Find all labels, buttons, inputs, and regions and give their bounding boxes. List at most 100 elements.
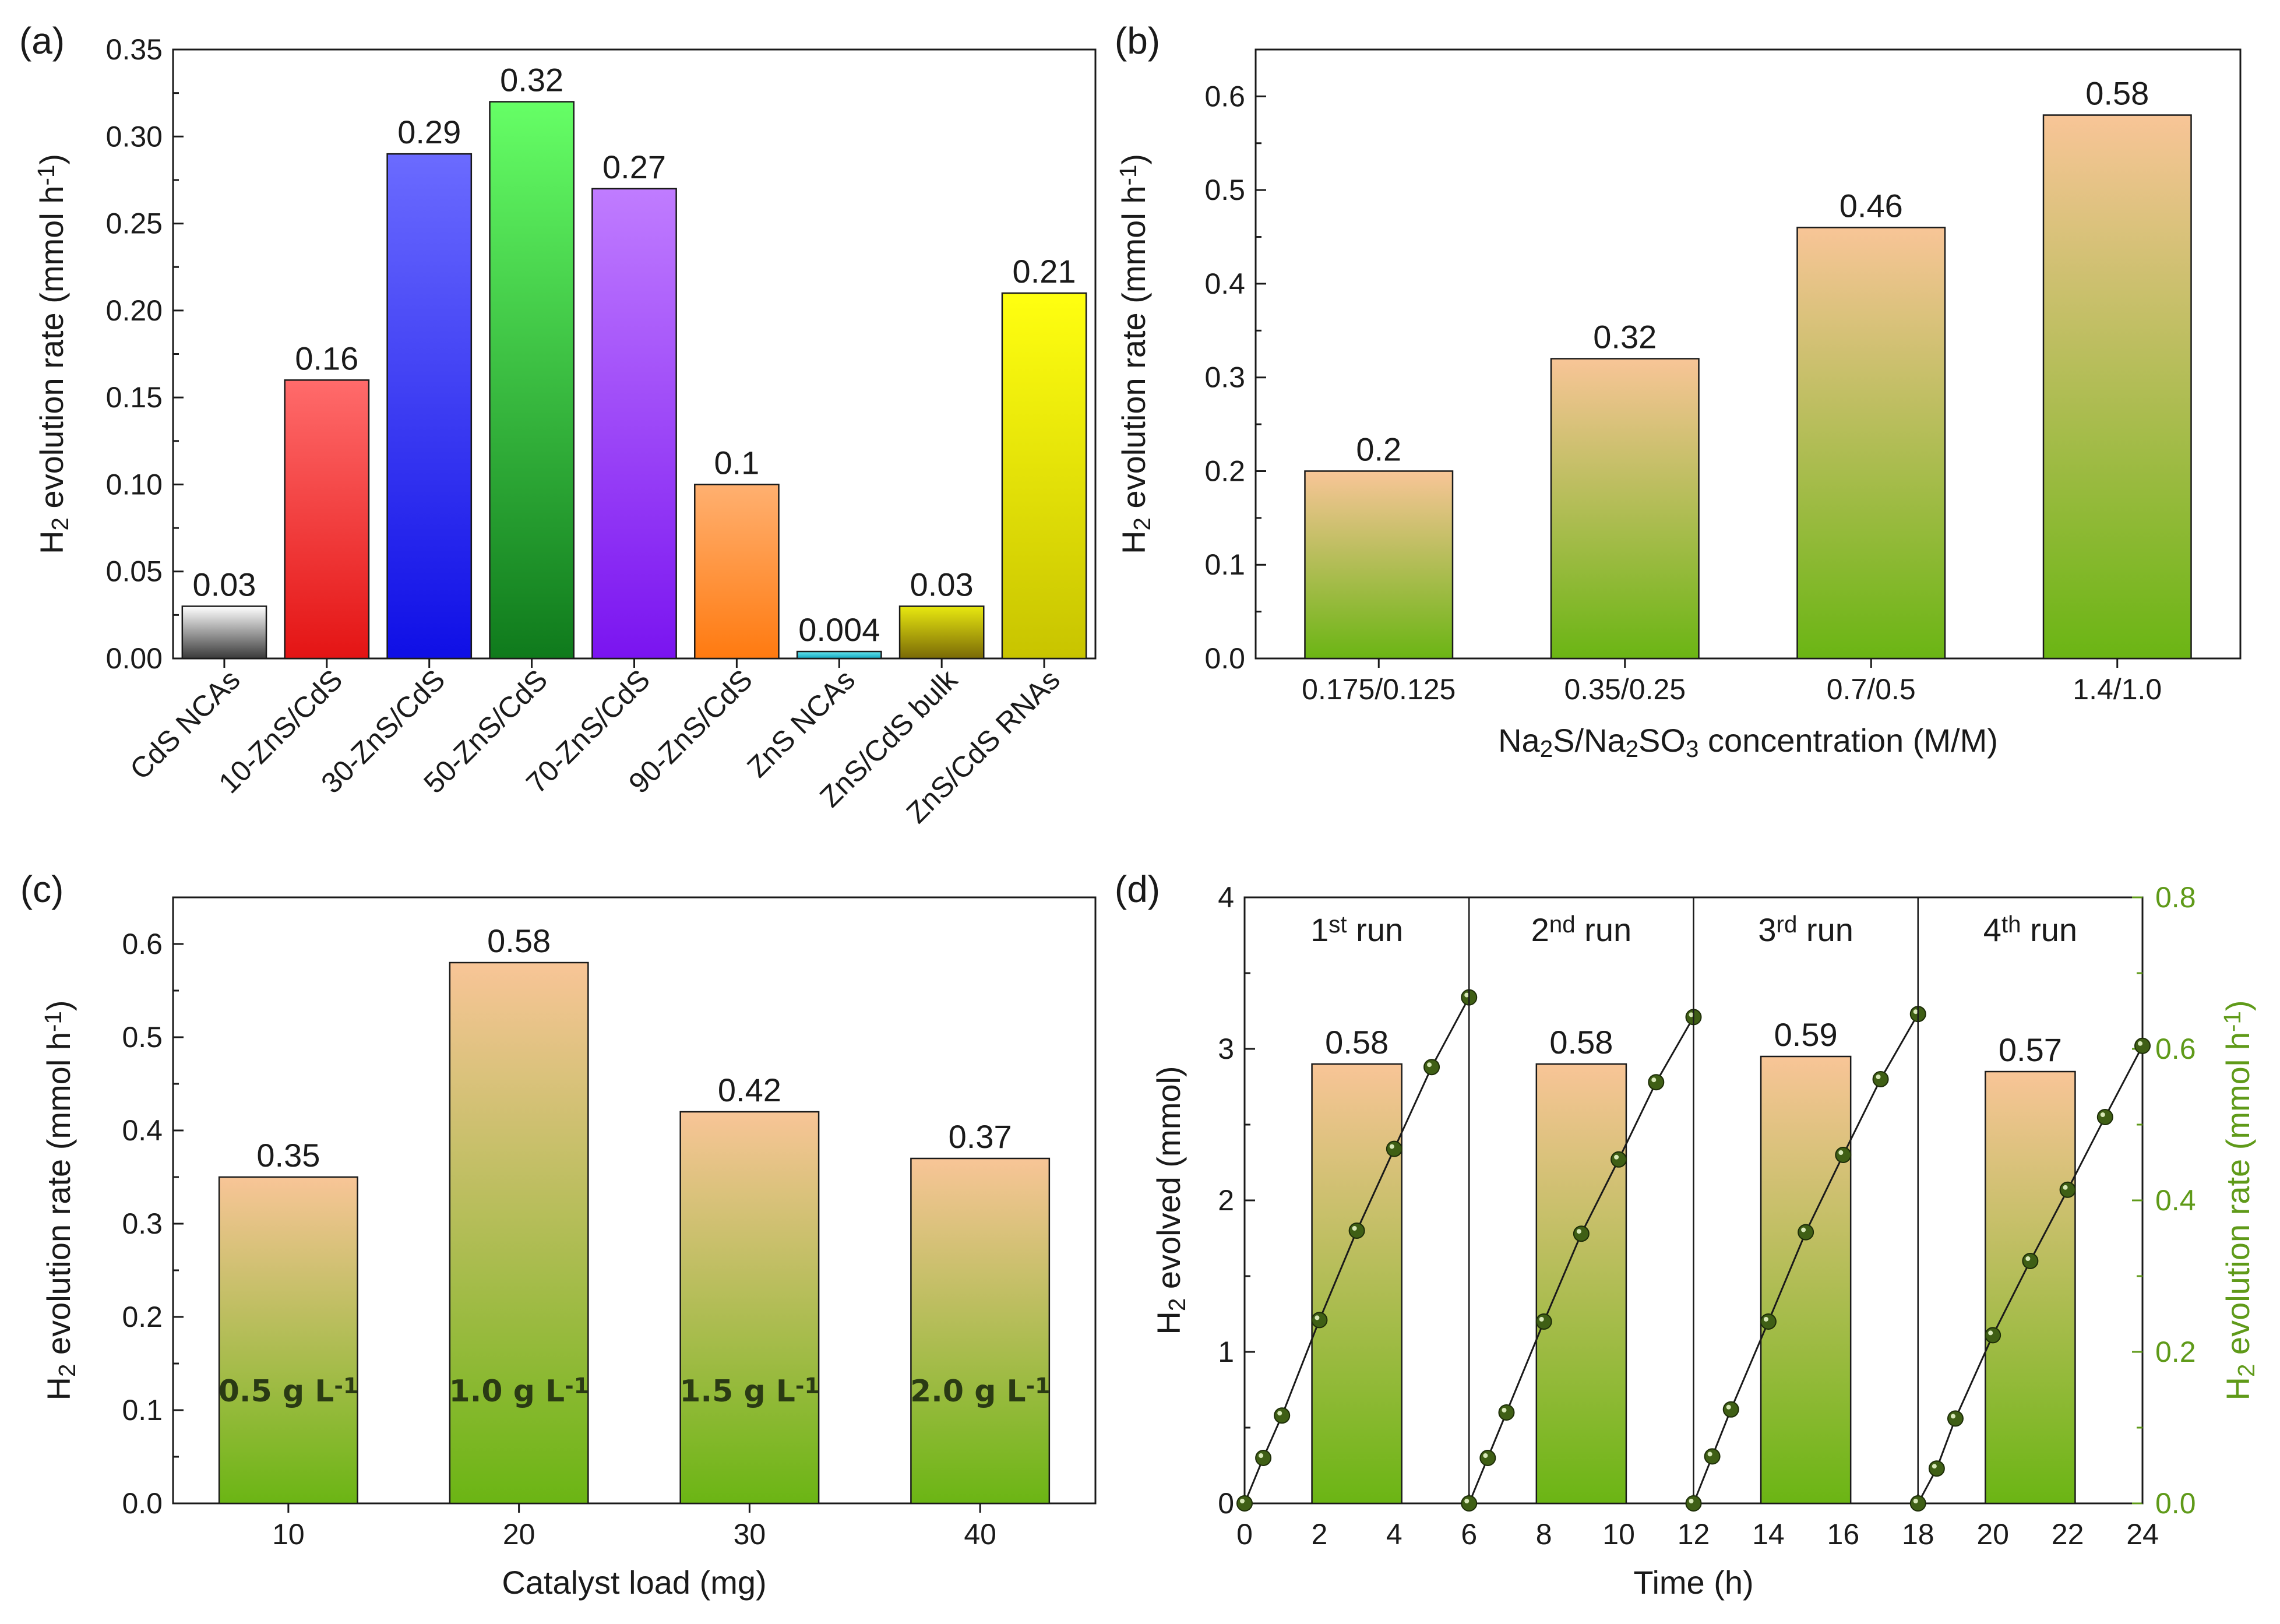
panel-b: (b) 0.0 0.1 0.2 0.3 0.4 0.5 0.6 H2 evolution rat… [1115,20,2242,762]
y-tick-label: 0.4 [1204,267,1245,300]
y-tick-label: 0.35 [106,33,163,66]
data-point [1479,1450,1496,1466]
y-tick-label: 0.6 [1204,80,1245,112]
bar-ZnS-CdS-bulk [898,605,985,660]
data-point-highlight [1726,1404,1731,1410]
data-label: 0.27 [602,149,666,185]
x-tick-label: 10 [1602,1518,1635,1551]
data-point-highlight [1483,1453,1488,1458]
y-tick-label: 0.4 [122,1114,163,1147]
bar-1-4-1-0 [2042,114,2192,660]
y-tick-label: 0.2 [122,1301,163,1333]
x-tick-label: 0 [1236,1518,1253,1551]
panel-label-b: (b) [1115,20,1160,62]
data-point [1760,1313,1777,1330]
run-title: 1st run [1310,911,1403,948]
rate-bar [1760,1055,1852,1505]
y-tick-label: 0.00 [106,642,163,675]
rate-bar [1311,1063,1402,1505]
bar-ZnS-CdS-RNAs [1001,292,1087,660]
rate-data-label: 0.59 [1774,1016,1838,1053]
y-axis-title-right-d: H2 evolution rate (mmol h-1) [2219,1001,2260,1401]
panel-label-c: (c) [20,868,64,910]
x-tick-label: 30 [734,1518,766,1551]
data-point [1348,1223,1365,1239]
data-point-highlight [1464,992,1470,998]
y-tick-label: 0.25 [106,207,163,240]
data-point-highlight [1259,1453,1264,1458]
data-point-highlight [1352,1226,1357,1231]
x-axis-title-d: Time (h) [1633,1564,1753,1601]
data-point-highlight [2025,1256,2031,1261]
data-point-highlight [1389,1144,1394,1149]
data-point-highlight [1614,1154,1619,1160]
y-tick-label: 0.1 [122,1394,163,1426]
data-point-highlight [1240,1499,1245,1503]
x-tick-label: 2 [1312,1518,1328,1551]
bar-0-35-0-25 [1550,358,1700,660]
data-point [2022,1253,2039,1269]
data-point [1311,1312,1328,1329]
evolved-line [1468,1016,1694,1504]
bar-annotation: 2.0 g L-1 [910,1373,1050,1409]
data-point-highlight [2063,1185,2068,1190]
panel-label-d: (d) [1115,868,1160,910]
plot-frame-c [172,896,1097,1505]
data-point [1236,1495,1253,1512]
evolved-line [1693,1013,1919,1504]
x-tick-label: 40 [964,1518,996,1551]
data-label: 0.004 [798,611,880,648]
y-tick-label: 0.4 [2155,1184,2196,1217]
y-axis-title-b: H2 evolution rate (mmol h-1) [1115,154,1155,554]
y-axis-title-left-d: H2 evolved (mmol) [1150,1066,1190,1334]
y-tick-label: 0.2 [1204,455,1245,487]
data-point-highlight [1801,1227,1806,1232]
data-point [1722,1401,1739,1418]
data-label: 0.03 [192,566,256,603]
data-point [1648,1074,1665,1091]
data-label: 0.32 [1593,319,1657,355]
data-point-highlight [1576,1229,1581,1234]
bar-40 [910,1157,1051,1505]
bar-0-7-0-5 [1796,227,1946,660]
data-point-highlight [1502,1408,1507,1412]
run-title: 4th run [1983,911,2077,948]
y-tick-label: 0.8 [2155,881,2196,914]
data-point-highlight [1763,1317,1768,1322]
data-point-highlight [1707,1452,1712,1457]
data-point [1611,1151,1627,1168]
data-point [1461,1495,1478,1512]
data-point-highlight [1913,1499,1918,1503]
x-axis-title-c: Catalyst load (mg) [502,1564,766,1601]
data-point-highlight [1838,1150,1844,1155]
data-label: 0.37 [949,1118,1012,1155]
data-label: 0.32 [500,62,563,98]
x-tick-label: 8 [1536,1518,1552,1551]
data-label: 0.2 [1356,431,1401,467]
data-point-highlight [1913,1009,1918,1014]
run-title: 3rd run [1758,911,1853,948]
y-tick-label: 0.2 [2155,1336,2196,1368]
x-tick-label: 20 [1976,1518,2009,1551]
rate-bar [1535,1063,1627,1505]
y-tick-label: 2 [1218,1184,1234,1217]
run-title: 2nd run [1531,911,1632,948]
rate-bar [1985,1070,2076,1505]
data-point [1704,1448,1721,1465]
data-point-highlight [1950,1414,1955,1419]
x-tick-label: 0.175/0.125 [1302,673,1456,706]
data-point-highlight [1988,1330,1993,1336]
x-tick-label: 24 [2126,1518,2159,1551]
bar-0-175-0-125 [1304,470,1454,660]
y-tick-label: 0 [1218,1487,1234,1520]
y-tick-label: 0.3 [1204,361,1245,394]
y-tick-label: 0.6 [2155,1033,2196,1065]
evolved-line [1917,1045,2144,1504]
rate-data-label: 0.58 [1325,1024,1389,1061]
data-point-highlight [1932,1464,1937,1469]
data-point [1928,1460,1945,1477]
y-tick-label: 0.10 [106,468,163,501]
